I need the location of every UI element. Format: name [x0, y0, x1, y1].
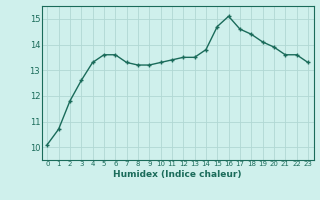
X-axis label: Humidex (Indice chaleur): Humidex (Indice chaleur)	[113, 170, 242, 179]
